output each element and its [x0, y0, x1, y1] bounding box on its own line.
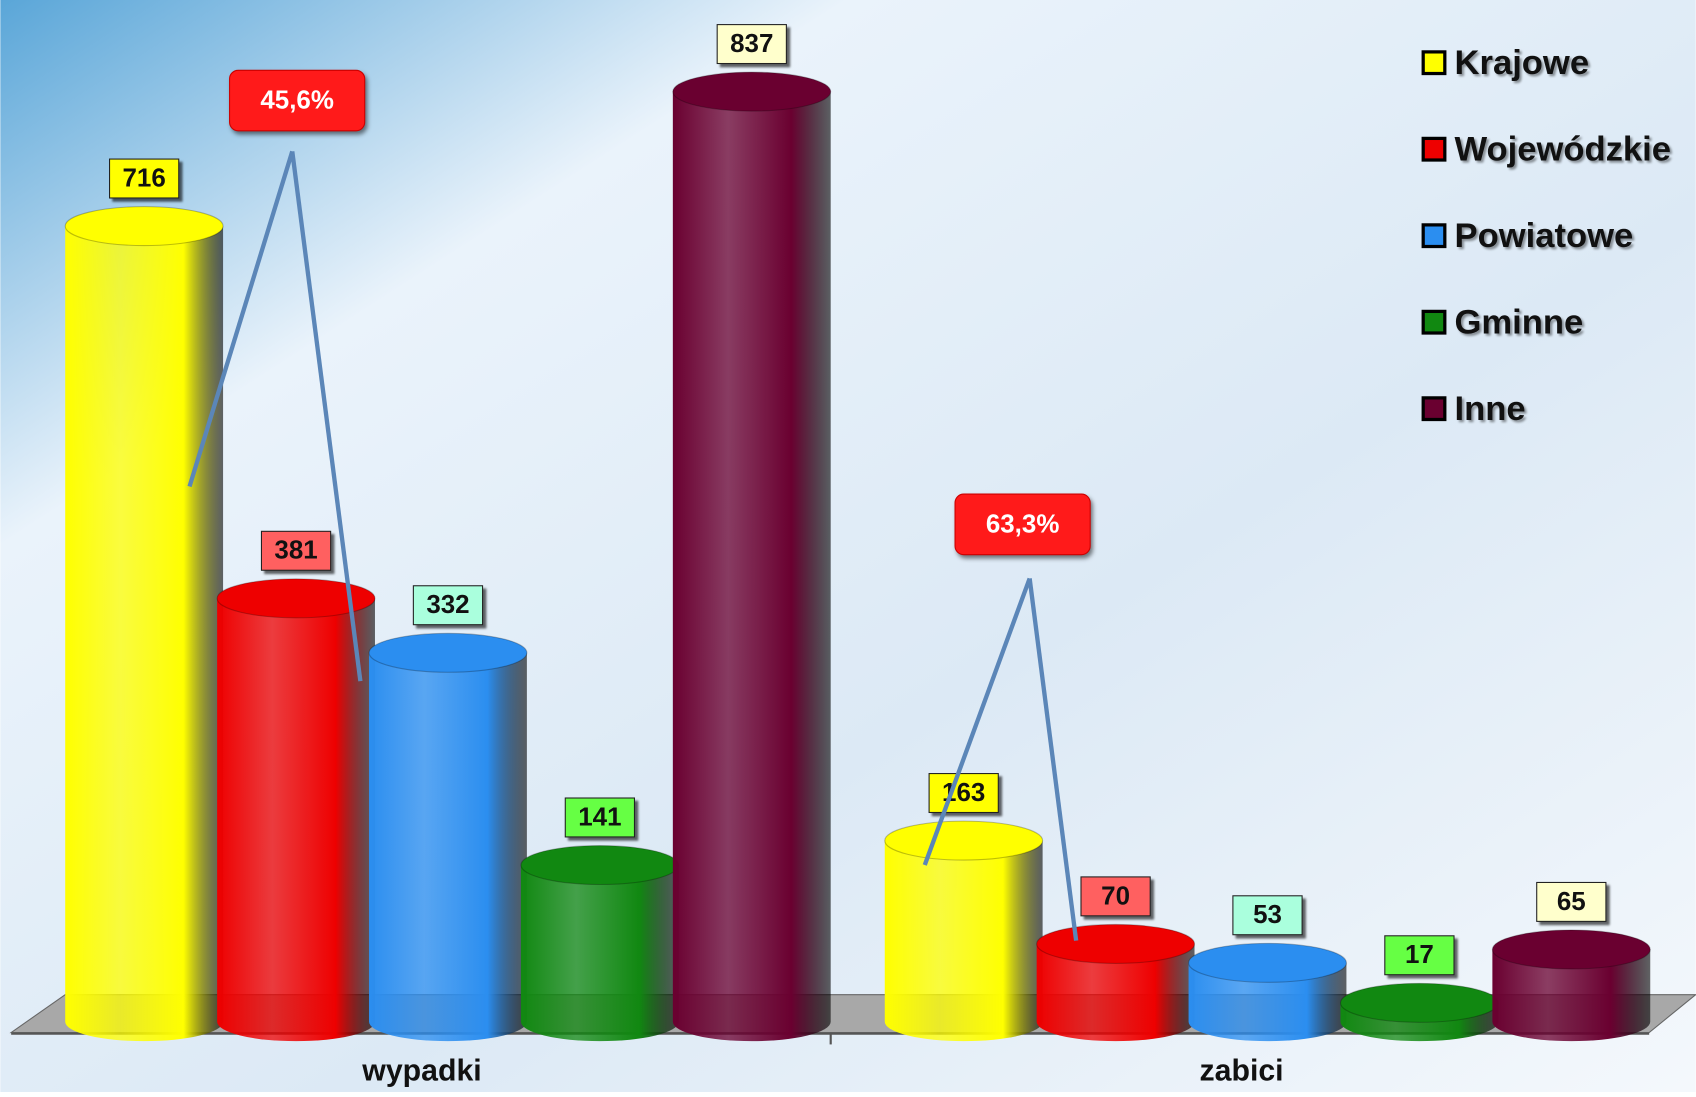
value-label-box	[109, 158, 180, 199]
value-label: 141	[578, 803, 621, 831]
bar-top	[216, 578, 376, 619]
value-label-box	[1080, 876, 1151, 917]
bar-top	[1491, 929, 1651, 970]
annotation-box	[954, 493, 1091, 556]
legend-label: Powiatowe	[1455, 217, 1634, 255]
value-label: 716	[123, 164, 166, 192]
bar-top	[1339, 982, 1499, 1023]
bar	[1188, 942, 1347, 1042]
value-label-box	[412, 585, 484, 626]
bar-body	[884, 840, 1043, 1042]
value-label: 17	[1405, 941, 1434, 969]
bar	[884, 820, 1044, 1042]
bar-body	[520, 865, 679, 1042]
bar-body	[1492, 949, 1651, 1042]
legend-swatch	[1421, 223, 1447, 249]
annotation-line	[922, 577, 1032, 866]
bar-body	[1188, 962, 1347, 1042]
bar	[1036, 923, 1196, 1042]
value-label: 65	[1557, 888, 1586, 916]
bar-top	[368, 632, 528, 673]
bar	[368, 632, 528, 1042]
bar-top	[64, 206, 224, 247]
bar-top	[1188, 942, 1347, 983]
value-label: 381	[274, 537, 317, 565]
annotation-line	[1027, 578, 1079, 941]
annotation-line	[187, 150, 295, 488]
annotation: 45,6%	[260, 86, 334, 114]
bar-body	[672, 91, 831, 1042]
value-label-box	[260, 530, 332, 571]
x-tick-label: zabici	[1199, 1055, 1283, 1088]
bar-body	[1036, 943, 1195, 1042]
bar	[64, 206, 224, 1042]
value-label-box	[1536, 881, 1607, 922]
legend-swatch	[1421, 136, 1447, 162]
legend-label: Wojewódzkie	[1455, 131, 1671, 169]
value-label: 837	[730, 30, 773, 58]
legend-label: Inne	[1455, 390, 1526, 428]
bar-top	[884, 820, 1044, 861]
bar-body	[369, 652, 527, 1042]
bar	[520, 845, 680, 1042]
value-label: 53	[1253, 901, 1282, 929]
bar-top	[520, 845, 680, 886]
value-label-box	[928, 773, 999, 814]
legend-swatch	[1421, 309, 1447, 335]
bar	[216, 578, 376, 1042]
value-label-box	[1384, 935, 1455, 976]
legend-label: Gminne	[1455, 303, 1584, 341]
annotation-line	[290, 151, 363, 682]
value-label-box	[1232, 895, 1303, 936]
bar	[1339, 982, 1499, 1042]
annotation: 63,3%	[986, 510, 1060, 538]
annotation-box	[229, 69, 366, 132]
bar	[672, 71, 832, 1042]
bar-top	[1036, 923, 1196, 964]
legend-swatch	[1421, 50, 1447, 76]
legend-swatch	[1421, 396, 1447, 422]
value-label-box	[564, 797, 636, 838]
bar-top	[672, 71, 832, 112]
value-label-box	[716, 24, 787, 65]
bar-body	[217, 598, 375, 1042]
x-tick-label: wypadki	[361, 1055, 481, 1088]
legend-label: Krajowe	[1455, 44, 1590, 82]
bar-body	[65, 226, 224, 1042]
bar	[1491, 929, 1651, 1042]
value-label: 332	[426, 591, 469, 619]
value-label: 70	[1101, 882, 1130, 910]
